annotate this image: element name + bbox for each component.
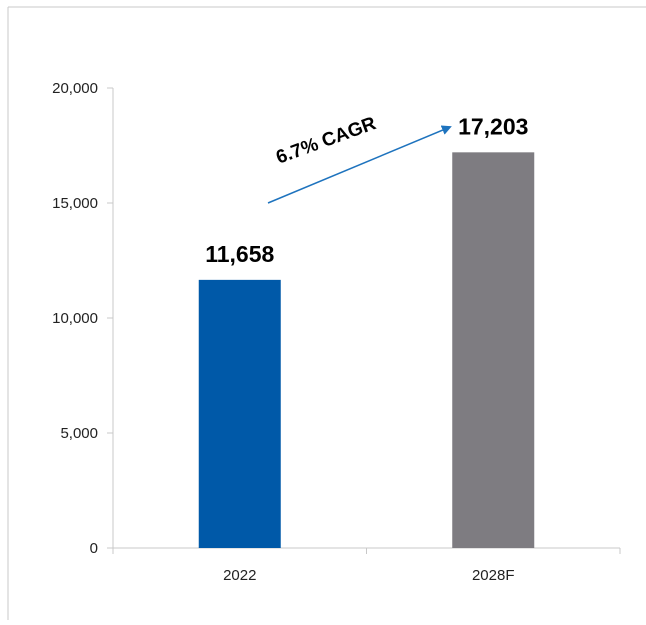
y-tick-label: 15,000 [52,195,98,212]
bar-2022 [198,279,281,548]
y-tick-label: 0 [90,540,98,557]
data-label: 17,203 [458,113,528,139]
cagr-arrow [267,125,452,204]
data-label: 11,658 [205,241,274,267]
data-labels-group: 11,658 17,203 [205,113,528,267]
bar-2028f [452,152,535,548]
y-tick-label: 5,000 [60,425,98,442]
x-tick-label: 2022 [223,567,256,584]
x-axis-ticks: 2022 2028F [112,548,621,584]
bars-group [198,152,535,548]
y-tick-label: 20,000 [52,80,98,97]
x-tick-label: 2028F [472,567,515,584]
cagr-annotation: 6.7% CAGR [273,113,379,169]
y-tick-label: 10,000 [52,310,98,327]
y-axis-ticks: 0 5,000 10,000 15,000 20,000 [52,80,113,557]
